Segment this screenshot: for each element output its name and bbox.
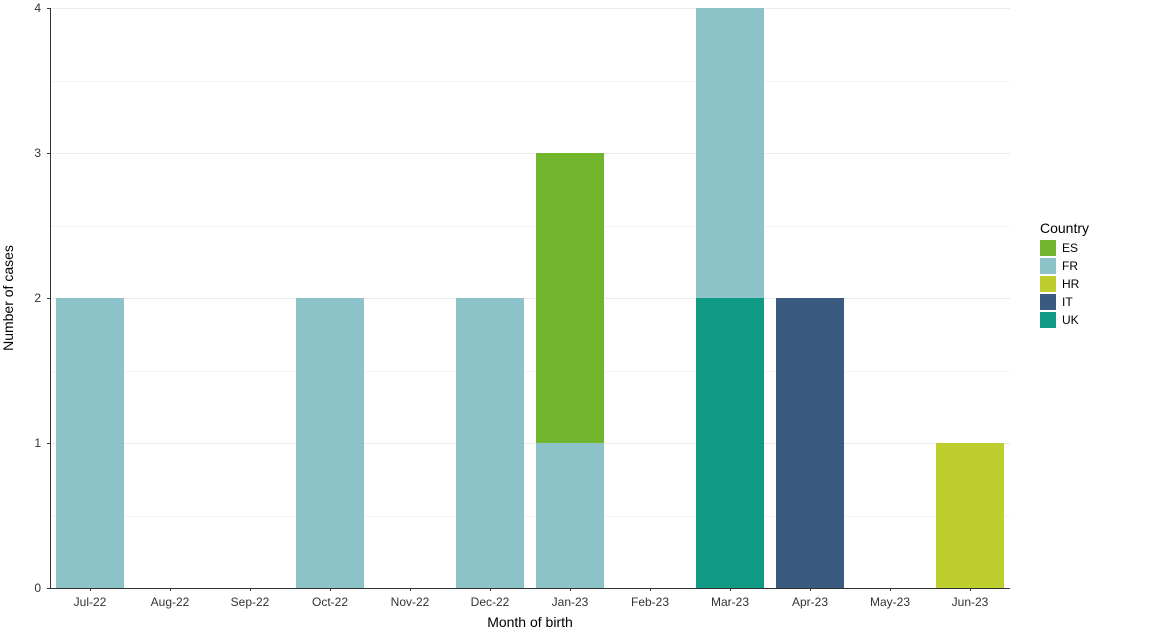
x-tick-label: Mar-23 [711,595,749,609]
x-axis-title-text: Month of birth [487,614,573,630]
x-tick-label: May-23 [870,595,910,609]
x-axis-line [50,588,1010,589]
x-tick-mark [810,588,811,591]
y-tick-mark [47,443,50,444]
bar-segment-fr [536,443,605,588]
x-axis-title: Month of birth [50,614,1010,630]
legend-item-fr: FR [1040,258,1089,274]
bar-segment-fr [296,298,365,588]
bar-slot [296,8,365,588]
bar-slot [216,8,285,588]
bar-slot [376,8,445,588]
plot-area [50,8,1010,588]
bar-segment-es [536,153,605,443]
legend: Country ES FR HR IT UK [1040,220,1089,330]
bar-segment-fr [56,298,125,588]
bar-slot [616,8,685,588]
y-tick-mark [47,153,50,154]
x-tick-label: Nov-22 [391,595,430,609]
x-tick-mark [330,588,331,591]
bar-slot [856,8,925,588]
bar-slot [776,8,845,588]
y-tick-label: 1 [0,436,41,450]
x-tick-label: Apr-23 [792,595,828,609]
legend-item-es: ES [1040,240,1089,256]
legend-label: UK [1062,313,1079,327]
legend-label: FR [1062,259,1078,273]
legend-swatch [1040,294,1056,310]
x-tick-mark [970,588,971,591]
bar-slot [936,8,1005,588]
legend-item-hr: HR [1040,276,1089,292]
y-tick-label: 3 [0,146,41,160]
bar-slot [136,8,205,588]
x-tick-label: Jan-23 [552,595,589,609]
bar-segment-it [776,298,845,588]
legend-label: ES [1062,241,1078,255]
y-tick-label: 2 [0,291,41,305]
bar-slot [56,8,125,588]
y-tick-label: 4 [0,1,41,15]
x-tick-mark [890,588,891,591]
bar-segment-hr [936,443,1005,588]
legend-label: HR [1062,277,1079,291]
x-tick-label: Jul-22 [74,595,107,609]
y-axis-line [50,8,51,588]
legend-swatch [1040,276,1056,292]
x-tick-mark [650,588,651,591]
bar-slot [536,8,605,588]
x-tick-mark [490,588,491,591]
bar-slot [696,8,765,588]
x-tick-label: Aug-22 [151,595,190,609]
x-tick-mark [250,588,251,591]
legend-item-it: IT [1040,294,1089,310]
x-tick-label: Sep-22 [231,595,270,609]
bar-segment-fr [696,8,765,298]
legend-swatch [1040,258,1056,274]
legend-swatch [1040,240,1056,256]
bar-slot [456,8,525,588]
bar-segment-uk [696,298,765,588]
x-tick-mark [570,588,571,591]
y-tick-label: 0 [0,581,41,595]
x-tick-label: Dec-22 [471,595,510,609]
x-tick-mark [410,588,411,591]
x-tick-label: Oct-22 [312,595,348,609]
x-tick-label: Feb-23 [631,595,669,609]
legend-title: Country [1040,220,1089,236]
legend-title-text: Country [1040,220,1089,236]
x-tick-mark [170,588,171,591]
bar-segment-fr [456,298,525,588]
legend-swatch [1040,312,1056,328]
y-tick-mark [47,8,50,9]
x-tick-label: Jun-23 [952,595,989,609]
y-tick-mark [47,588,50,589]
chart-container: Number of cases Month of birth Country E… [0,0,1160,635]
x-tick-mark [90,588,91,591]
x-tick-mark [730,588,731,591]
legend-label: IT [1062,295,1073,309]
y-tick-mark [47,298,50,299]
legend-item-uk: UK [1040,312,1089,328]
